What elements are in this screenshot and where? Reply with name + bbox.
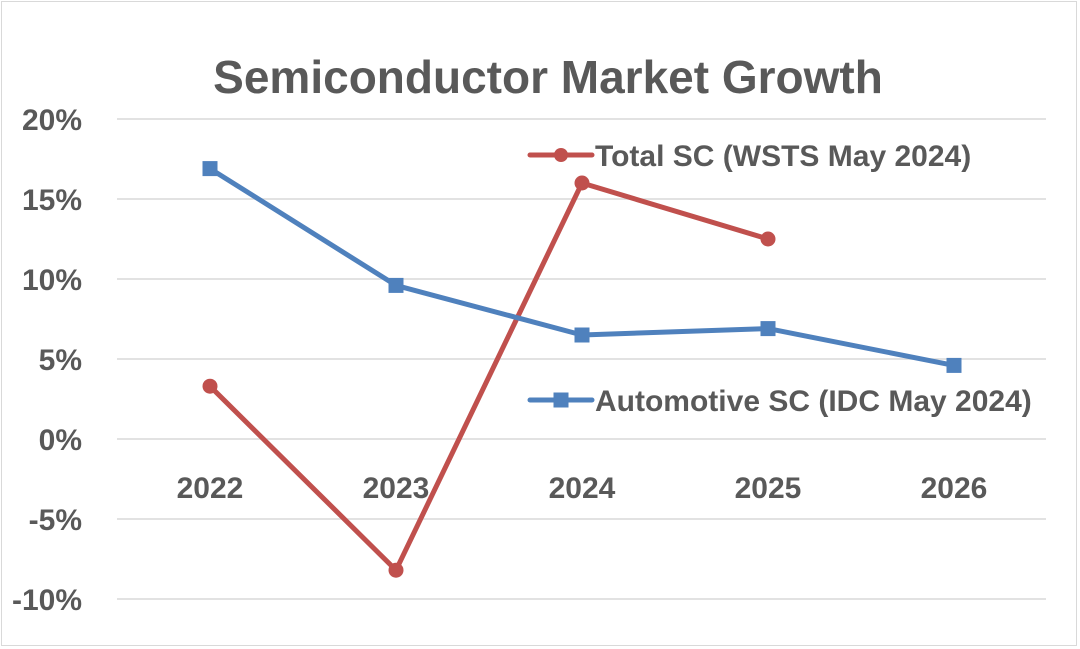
data-point[interactable]	[574, 175, 590, 191]
data-point[interactable]	[388, 562, 404, 578]
x-tick-label: 2024	[549, 472, 616, 505]
y-tick-label: 5%	[39, 344, 82, 377]
data-point[interactable]	[760, 231, 776, 247]
y-tick-label: 10%	[22, 264, 82, 297]
data-point[interactable]	[574, 327, 590, 343]
x-tick-label: 2022	[177, 472, 244, 505]
x-tick-label: 2026	[921, 472, 988, 505]
series-total-sc-wsts-may-2024	[202, 175, 776, 578]
data-point[interactable]	[202, 161, 218, 177]
data-point[interactable]	[388, 277, 404, 293]
legend-swatch-marker-total-sc	[554, 148, 568, 162]
x-tick-label: 2023	[363, 472, 430, 505]
legend-label-total-sc: Total SC (WSTS May 2024)	[595, 140, 971, 173]
x-axis-ticks: 2022 2023 2024 2025 2026	[177, 472, 988, 505]
data-point[interactable]	[946, 357, 962, 373]
grid-layer	[117, 118, 1046, 600]
data-point[interactable]	[760, 321, 776, 337]
legend-entry-total-sc[interactable]: Total SC (WSTS May 2024)	[527, 140, 971, 173]
y-tick-label: 0%	[39, 424, 82, 457]
series-automotive-sc-idc-may-2024	[202, 161, 962, 373]
legend-entry-automotive-sc[interactable]: Automotive SC (IDC May 2024)	[527, 385, 1032, 418]
chart-title: Semiconductor Market Growth	[213, 51, 883, 103]
legend-label-automotive-sc: Automotive SC (IDC May 2024)	[595, 385, 1032, 418]
series-layer	[202, 161, 962, 578]
y-tick-label: -5%	[29, 504, 82, 537]
y-tick-label: 20%	[22, 104, 82, 137]
y-tick-label: 15%	[22, 184, 82, 217]
x-tick-label: 2025	[735, 472, 802, 505]
legend: Total SC (WSTS May 2024) Automotive SC (…	[527, 140, 1032, 418]
y-axis-ticks: 20% 15% 10% 5% 0% -5% -10%	[12, 104, 82, 617]
data-point[interactable]	[202, 378, 218, 394]
series-line	[207, 180, 771, 573]
legend-swatch-marker-automotive-sc	[553, 392, 569, 408]
y-tick-label: -10%	[12, 584, 82, 617]
